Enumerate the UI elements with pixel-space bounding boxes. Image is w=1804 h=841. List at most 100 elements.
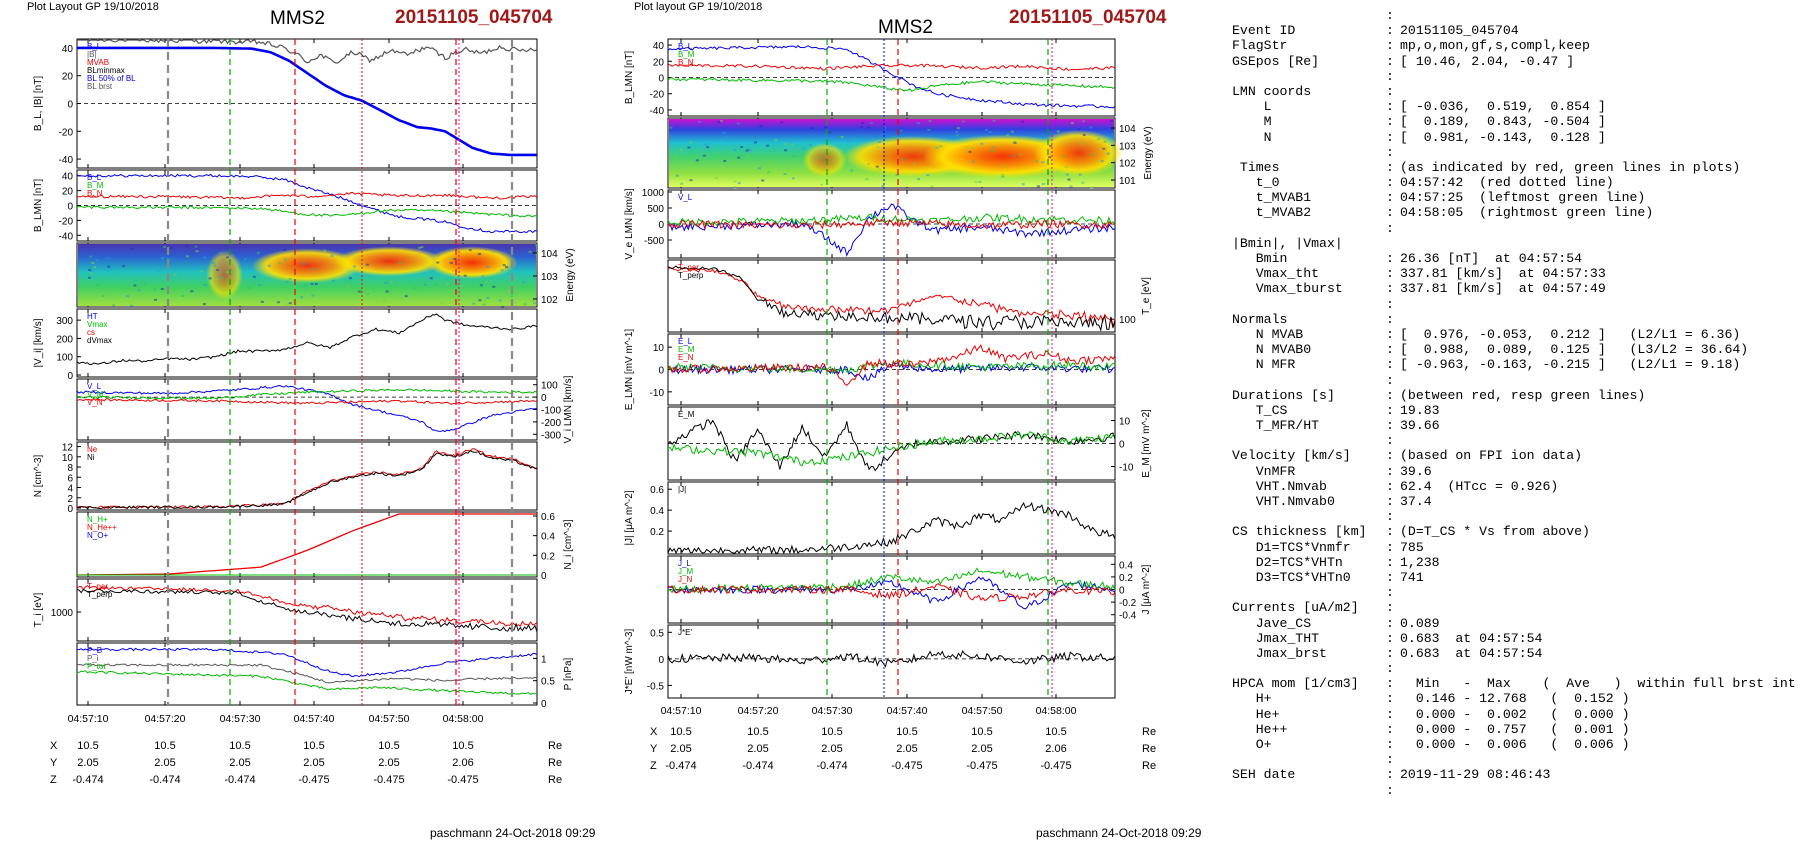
y-axis-label: J [μA m^-2] bbox=[1141, 564, 1152, 614]
series-line bbox=[76, 205, 538, 218]
spectrogram-right-speckle bbox=[892, 136, 896, 139]
spectrogram-right-speckle bbox=[770, 159, 774, 162]
y-tick-label: 4 bbox=[67, 484, 73, 495]
y-tick-label: 0 bbox=[1119, 440, 1125, 451]
info-key: t_0 bbox=[1232, 175, 1280, 191]
coord-unit: Re bbox=[548, 774, 562, 786]
panel-frame bbox=[76, 642, 538, 706]
coord-unit: Re bbox=[1142, 743, 1156, 755]
series-line bbox=[76, 647, 538, 678]
spectrogram-left-speckle bbox=[366, 293, 370, 296]
spectrogram-right-speckle bbox=[980, 142, 984, 145]
spectrogram-left-speckle bbox=[284, 303, 288, 306]
legend-entry: J_N bbox=[678, 575, 692, 584]
info-separator: : bbox=[1386, 387, 1394, 403]
info-key: N MVAB0 bbox=[1232, 342, 1312, 358]
spectrogram-right-speckle bbox=[992, 119, 996, 122]
info-key: t_MVAB1 bbox=[1232, 190, 1312, 206]
time-tick-label: 04:57:40 bbox=[887, 705, 928, 717]
legend-entry: B_M bbox=[87, 181, 104, 190]
legend-entry: J_M bbox=[678, 567, 693, 576]
info-row: D2=TCS*VHTn:1,238 bbox=[1232, 555, 1796, 570]
coord-value: 10.5 bbox=[670, 726, 691, 738]
coord-value: 2.05 bbox=[77, 757, 98, 769]
spectrogram-left-speckle bbox=[133, 284, 137, 287]
info-key: VHT.Nmvab0 bbox=[1232, 494, 1335, 509]
spectrogram-left-hotspot bbox=[426, 246, 518, 279]
series-line bbox=[76, 513, 537, 576]
info-value: 04:58:05 (rightmost green line) bbox=[1400, 205, 1654, 221]
info-row: Vmax_tburst:337.81 [km/s] at 04:57:49 bbox=[1232, 281, 1796, 296]
spectrogram-left-speckle bbox=[126, 267, 130, 270]
y-tick-label: -200 bbox=[541, 418, 561, 429]
time-tick-label: 04:57:40 bbox=[294, 713, 335, 725]
panel-frame bbox=[76, 169, 538, 242]
info-separator: : bbox=[1386, 296, 1394, 312]
spectrogram-left-speckle bbox=[173, 273, 177, 276]
info-row: N: [ 0.981, -0.143, 0.128 ] bbox=[1232, 130, 1796, 145]
y-tick-label: 102 bbox=[1119, 159, 1136, 170]
spectrogram-left-speckle bbox=[137, 289, 141, 292]
spectrogram-right-speckle bbox=[758, 167, 762, 170]
y-tick-label: 100 bbox=[56, 353, 73, 364]
spectrogram-right-speckle bbox=[1078, 173, 1082, 176]
info-key: VHT.Nmvab bbox=[1232, 478, 1327, 494]
spectrogram-left-speckle bbox=[506, 289, 510, 292]
spectrogram-left-speckle bbox=[181, 294, 185, 297]
info-value: 741 bbox=[1400, 569, 1424, 585]
spectrogram-left-speckle bbox=[440, 301, 444, 304]
info-value: 26.36 [nT] at 04:57:54 bbox=[1400, 251, 1583, 266]
spectrogram-left-speckle bbox=[284, 296, 288, 299]
legend-entry: V_N bbox=[87, 398, 103, 407]
spectrogram-left-speckle bbox=[446, 282, 450, 285]
coord-value: 10.5 bbox=[154, 740, 175, 752]
y-tick-label: 103 bbox=[541, 272, 558, 283]
coord-unit: Re bbox=[1142, 726, 1156, 738]
series-line bbox=[77, 46, 537, 157]
y-axis-label: P [nPa] bbox=[563, 657, 574, 690]
coord-value: -0.474 bbox=[816, 760, 847, 772]
spectrogram-right-speckle bbox=[736, 122, 740, 125]
spectrogram-left-speckle bbox=[498, 299, 502, 302]
y-tick-label: 0 bbox=[541, 699, 547, 710]
info-key: Vmax_tburst bbox=[1232, 281, 1343, 297]
y-tick-label: 100 bbox=[1119, 315, 1136, 326]
spectrogram-left-speckle bbox=[449, 257, 453, 260]
info-key: Vmax_tht bbox=[1232, 266, 1320, 282]
spectrogram-left-speckle bbox=[257, 284, 261, 287]
series-line bbox=[667, 77, 1116, 92]
spectrogram-left-speckle bbox=[500, 269, 504, 272]
spectrogram-left-speckle bbox=[478, 252, 482, 255]
y-tick-label: 20 bbox=[653, 57, 665, 68]
spectrogram-left-speckle bbox=[523, 303, 527, 306]
info-separator: : bbox=[1386, 615, 1394, 631]
spectrogram-right-speckle bbox=[806, 140, 810, 143]
y-tick-label: -500 bbox=[644, 236, 664, 247]
info-value: [ -0.963, -0.163, -0.215 ] (L2/L1 = 9.18… bbox=[1400, 357, 1741, 373]
y-tick-label: 0 bbox=[67, 504, 73, 515]
spectrogram-right-speckle bbox=[737, 156, 741, 159]
spectrogram-right-speckle bbox=[928, 120, 932, 123]
info-separator: : bbox=[1386, 737, 1394, 752]
legend-entry: B_L bbox=[678, 42, 693, 51]
spectrogram-right-speckle bbox=[965, 146, 969, 149]
info-row: GSEpos [Re]: [ 10.46, 2.04, -0.47 ] bbox=[1232, 54, 1796, 69]
info-value: 0.146 - 12.768 ( 0.152 ) bbox=[1400, 691, 1630, 707]
legend-entry: V_L bbox=[678, 193, 693, 202]
spectrogram-left-speckle bbox=[357, 290, 361, 293]
y-tick-label: 0.4 bbox=[650, 506, 664, 517]
info-value: [ 0.189, 0.843, -0.504 ] bbox=[1400, 114, 1606, 130]
info-separator: : bbox=[1386, 190, 1394, 206]
spectrogram-right-speckle bbox=[790, 143, 794, 146]
series-line bbox=[76, 384, 538, 433]
info-row: VnMFR:39.6 bbox=[1232, 464, 1796, 479]
legend-entry: B_L bbox=[87, 42, 102, 51]
info-value: [ -0.036, 0.519, 0.854 ] bbox=[1400, 99, 1606, 115]
spectrogram-left-speckle bbox=[185, 255, 189, 258]
spectrogram-right-speckle bbox=[1069, 185, 1073, 188]
legend-entry: N_O+ bbox=[87, 531, 108, 540]
spectrogram-right-speckle bbox=[1097, 138, 1101, 141]
info-value: 04:57:25 (leftmost green line) bbox=[1400, 190, 1646, 206]
spectrogram-right-speckle bbox=[791, 177, 795, 180]
